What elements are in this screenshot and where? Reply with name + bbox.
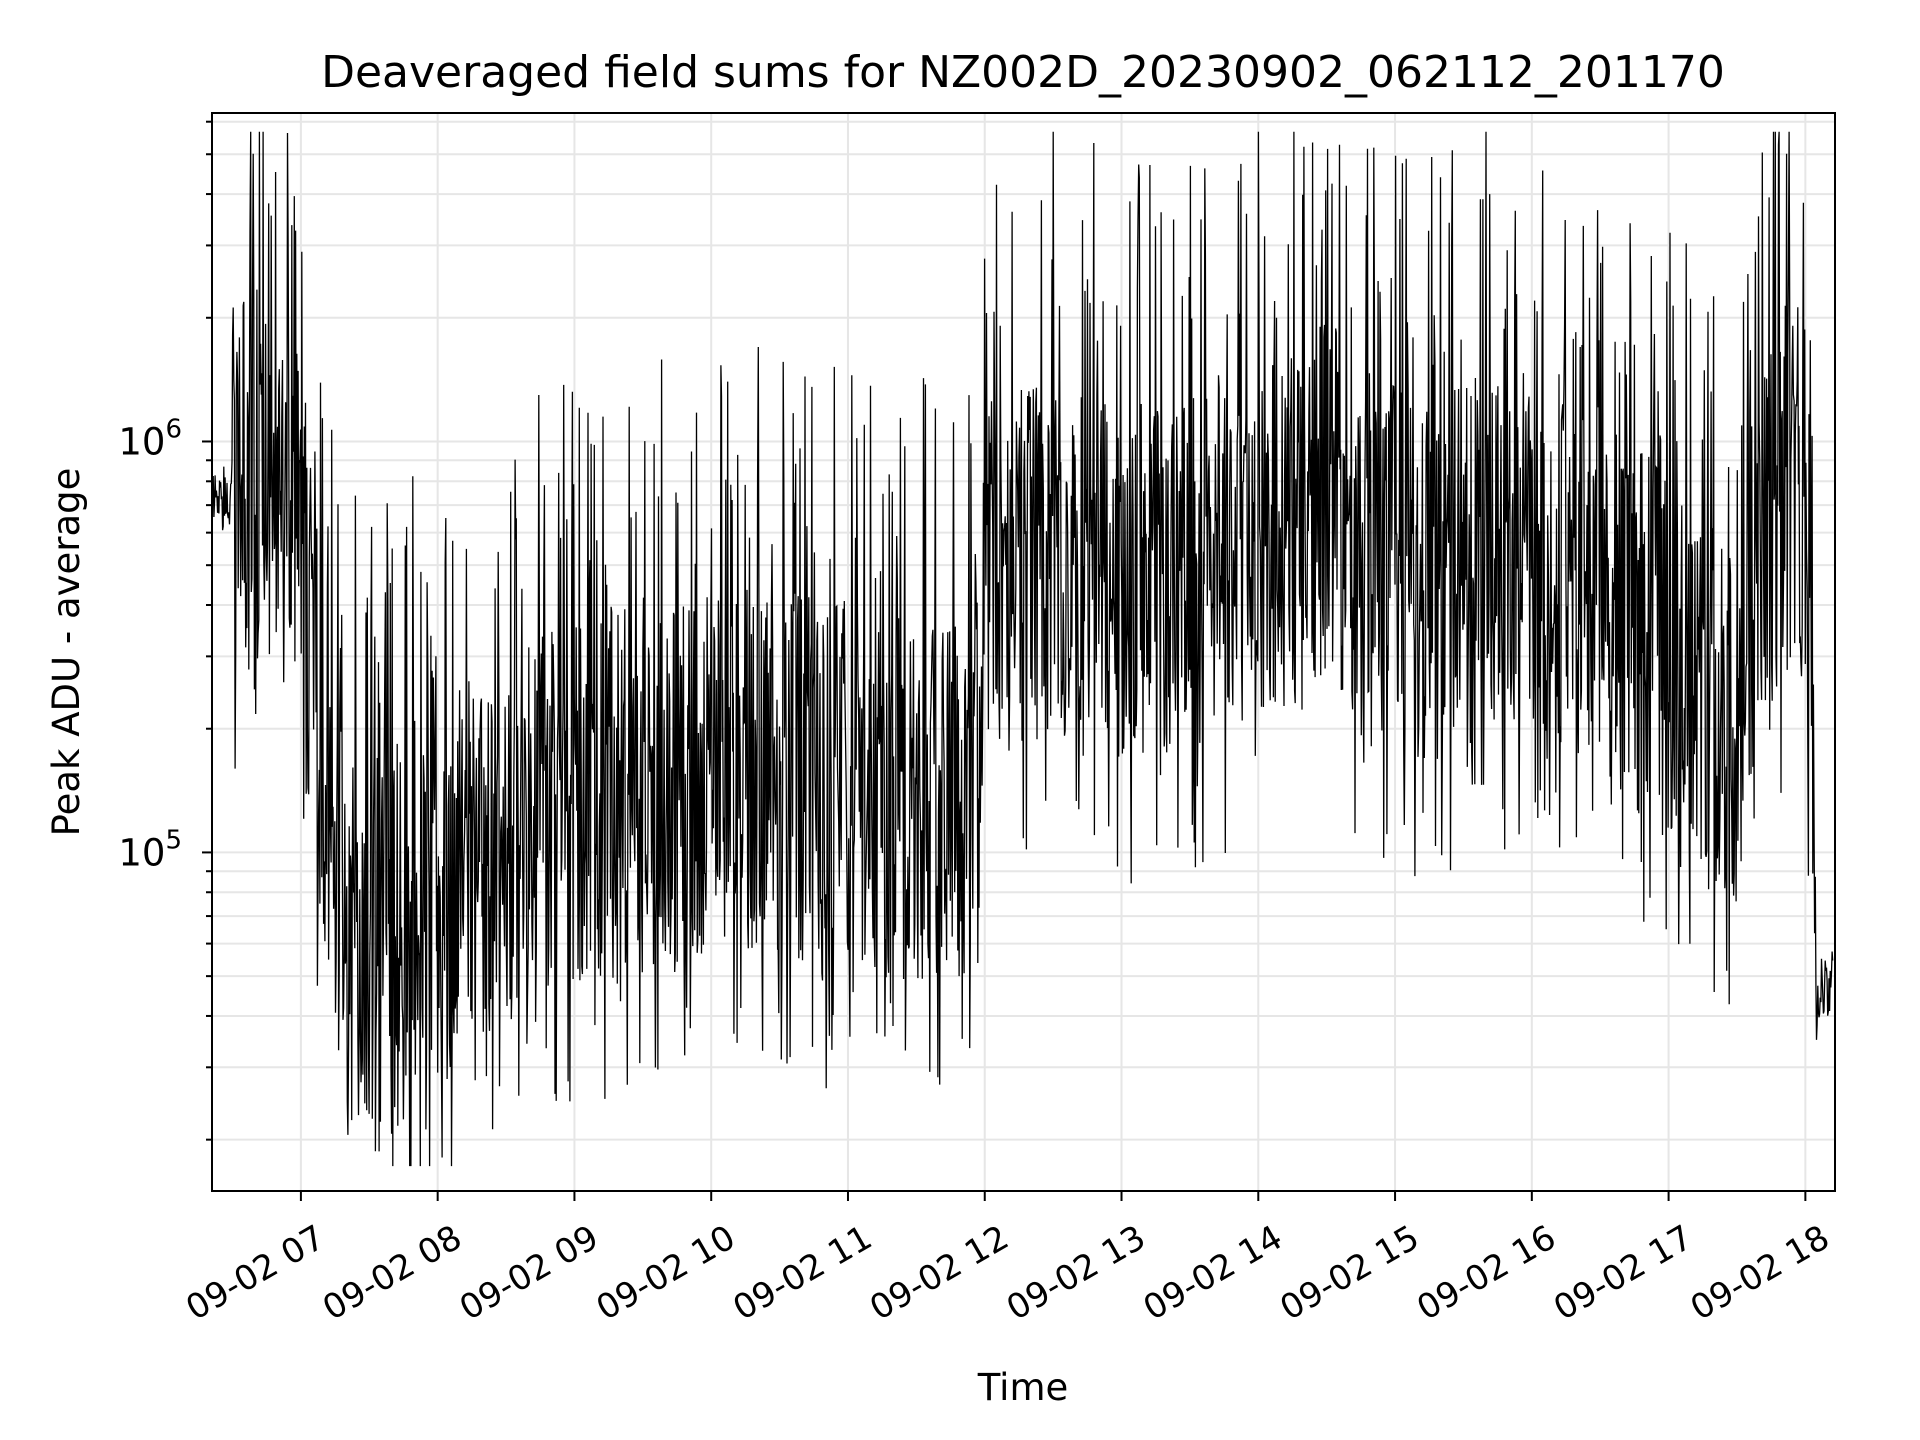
plot-frame xyxy=(211,112,1836,1192)
x-axis-label: Time xyxy=(977,1366,1069,1409)
x-tick-label: 09-02 07 xyxy=(179,1218,331,1329)
y-tick-label-base: 10 xyxy=(118,831,165,874)
y-tick-label: 105 xyxy=(118,825,182,874)
y-tick-label-base: 10 xyxy=(118,420,165,463)
y-axis-label: Peak ADU - average xyxy=(45,468,88,837)
x-tick-label: 09-02 08 xyxy=(316,1218,468,1329)
chart-title: Deaveraged field sums for NZ002D_2023090… xyxy=(321,47,1725,98)
x-tick-label: 09-02 17 xyxy=(1547,1218,1699,1329)
x-tick-label: 09-02 09 xyxy=(453,1218,605,1329)
x-tick-label: 09-02 18 xyxy=(1684,1218,1836,1329)
y-tick-label: 106 xyxy=(118,414,182,463)
x-tick-label: 09-02 16 xyxy=(1410,1218,1562,1329)
x-tick-label: 09-02 10 xyxy=(590,1218,742,1329)
series-line xyxy=(211,131,1834,1167)
x-tick-label: 09-02 14 xyxy=(1137,1218,1289,1329)
y-tick-label-exponent: 5 xyxy=(165,825,182,855)
x-tick-label: 09-02 15 xyxy=(1274,1218,1426,1329)
y-tick-label-exponent: 6 xyxy=(165,414,182,444)
x-tick-label: 09-02 11 xyxy=(726,1218,878,1329)
x-tick-label: 09-02 12 xyxy=(863,1218,1015,1329)
data-series xyxy=(211,131,1834,1167)
x-tick-label: 09-02 13 xyxy=(1000,1218,1152,1329)
